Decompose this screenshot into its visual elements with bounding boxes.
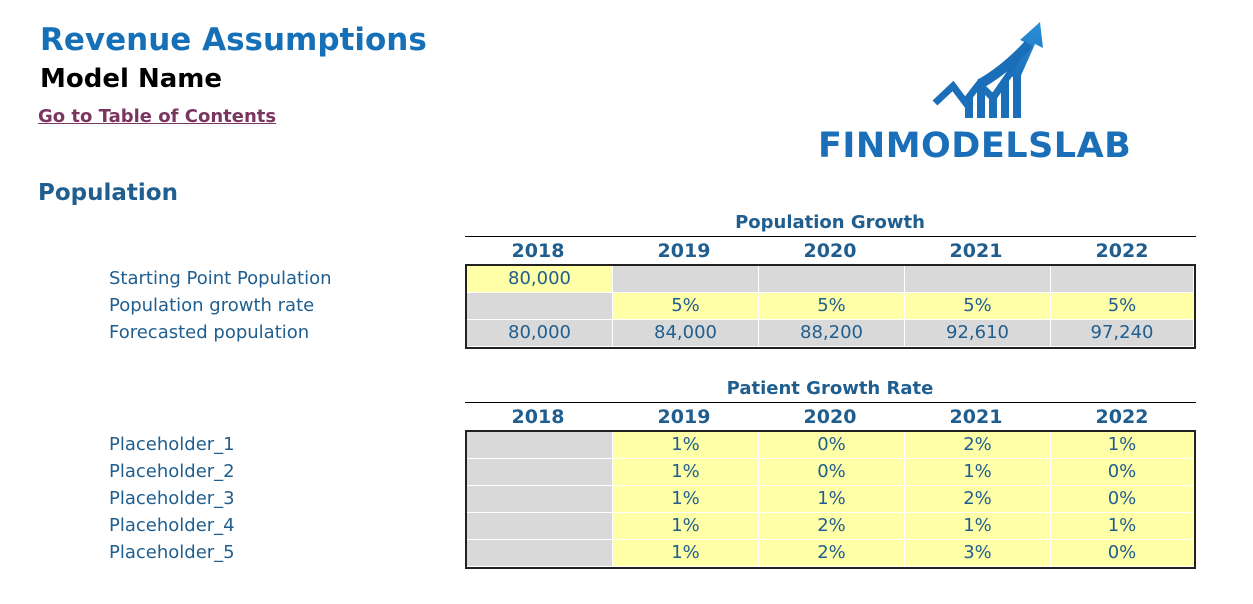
pop-year-header: 2021 [949,240,1003,262]
pat-cell[interactable]: 0% [759,432,905,459]
pop-cell[interactable]: 5% [905,293,1051,320]
table-of-contents-link[interactable]: Go to Table of Contents [38,106,277,127]
pat-row-label: Placeholder_4 [109,515,235,536]
pop-cell: 88,200 [759,320,905,347]
pat-year-header: 2022 [1095,406,1149,428]
pop-cell [759,266,905,293]
pat-row-label: Placeholder_5 [109,542,235,563]
pat-cell[interactable]: 1% [613,540,759,567]
pop-cell[interactable]: 5% [759,293,905,320]
pat-cell[interactable]: 1% [613,459,759,486]
pat-cell[interactable]: 1% [905,459,1051,486]
pop-cell: 92,610 [905,320,1051,347]
page-title: Revenue Assumptions [40,22,427,58]
pop-row-label: Population growth rate [109,295,315,316]
pop-cell[interactable]: 5% [1051,293,1194,320]
pat-year-header: 2020 [803,406,857,428]
pat-cell [467,540,613,567]
pop-cell [467,293,613,320]
pat-cell[interactable]: 1% [613,432,759,459]
section-heading: Population [38,180,178,206]
pat-cell[interactable]: 1% [613,486,759,513]
pop-row-label: Forecasted population [109,322,310,343]
pop-cell [613,266,759,293]
patient-header-rule [465,402,1196,403]
patient-grid: 1% 0% 2% 1% 1% 0% 1% 0% 1% 1% 2% 0% 1% 2% 1% 1% 1% 2% 3% 0% [465,430,1196,569]
pop-cell: 84,000 [613,320,759,347]
pop-cell[interactable]: 80,000 [467,266,613,293]
pop-cell: 97,240 [1051,320,1194,347]
pat-cell[interactable]: 2% [905,432,1051,459]
pat-cell [467,513,613,540]
pat-row-label: Placeholder_3 [109,488,235,509]
pat-row-label: Placeholder_1 [109,434,235,455]
pop-year-header: 2020 [803,240,857,262]
pat-cell[interactable]: 1% [1051,432,1194,459]
pat-cell[interactable]: 0% [1051,540,1194,567]
pop-cell[interactable]: 5% [613,293,759,320]
population-table-title: Population Growth [735,212,925,233]
pop-year-header: 2022 [1095,240,1149,262]
logo-text: FINMODELSLAB [818,126,1132,166]
pat-cell[interactable]: 1% [759,486,905,513]
pat-year-header: 2021 [949,406,1003,428]
pat-cell [467,432,613,459]
pop-cell: 80,000 [467,320,613,347]
pat-cell[interactable]: 3% [905,540,1051,567]
pop-year-header: 2018 [511,240,565,262]
pat-cell[interactable]: 0% [1051,459,1194,486]
population-grid: 80,000 5% 5% 5% 5% 80,000 84,000 88,200 92,610 97… [465,264,1196,349]
pat-cell[interactable]: 1% [613,513,759,540]
pat-year-header: 2018 [511,406,565,428]
pat-cell [467,459,613,486]
finmodelslab-logo-icon [932,22,1043,118]
pat-year-header: 2019 [657,406,711,428]
pat-row-label: Placeholder_2 [109,461,235,482]
pat-cell[interactable]: 0% [759,459,905,486]
pop-cell [1051,266,1194,293]
pop-cell [905,266,1051,293]
pop-row-label: Starting Point Population [109,268,332,289]
pat-cell [467,486,613,513]
pat-cell[interactable]: 1% [1051,513,1194,540]
pat-cell[interactable]: 2% [905,486,1051,513]
population-header-rule [465,236,1196,237]
pat-cell[interactable]: 0% [1051,486,1194,513]
pop-year-header: 2019 [657,240,711,262]
patient-table-title: Patient Growth Rate [726,378,934,399]
model-name: Model Name [40,64,222,94]
pat-cell[interactable]: 2% [759,540,905,567]
pat-cell[interactable]: 1% [905,513,1051,540]
pat-cell[interactable]: 2% [759,513,905,540]
